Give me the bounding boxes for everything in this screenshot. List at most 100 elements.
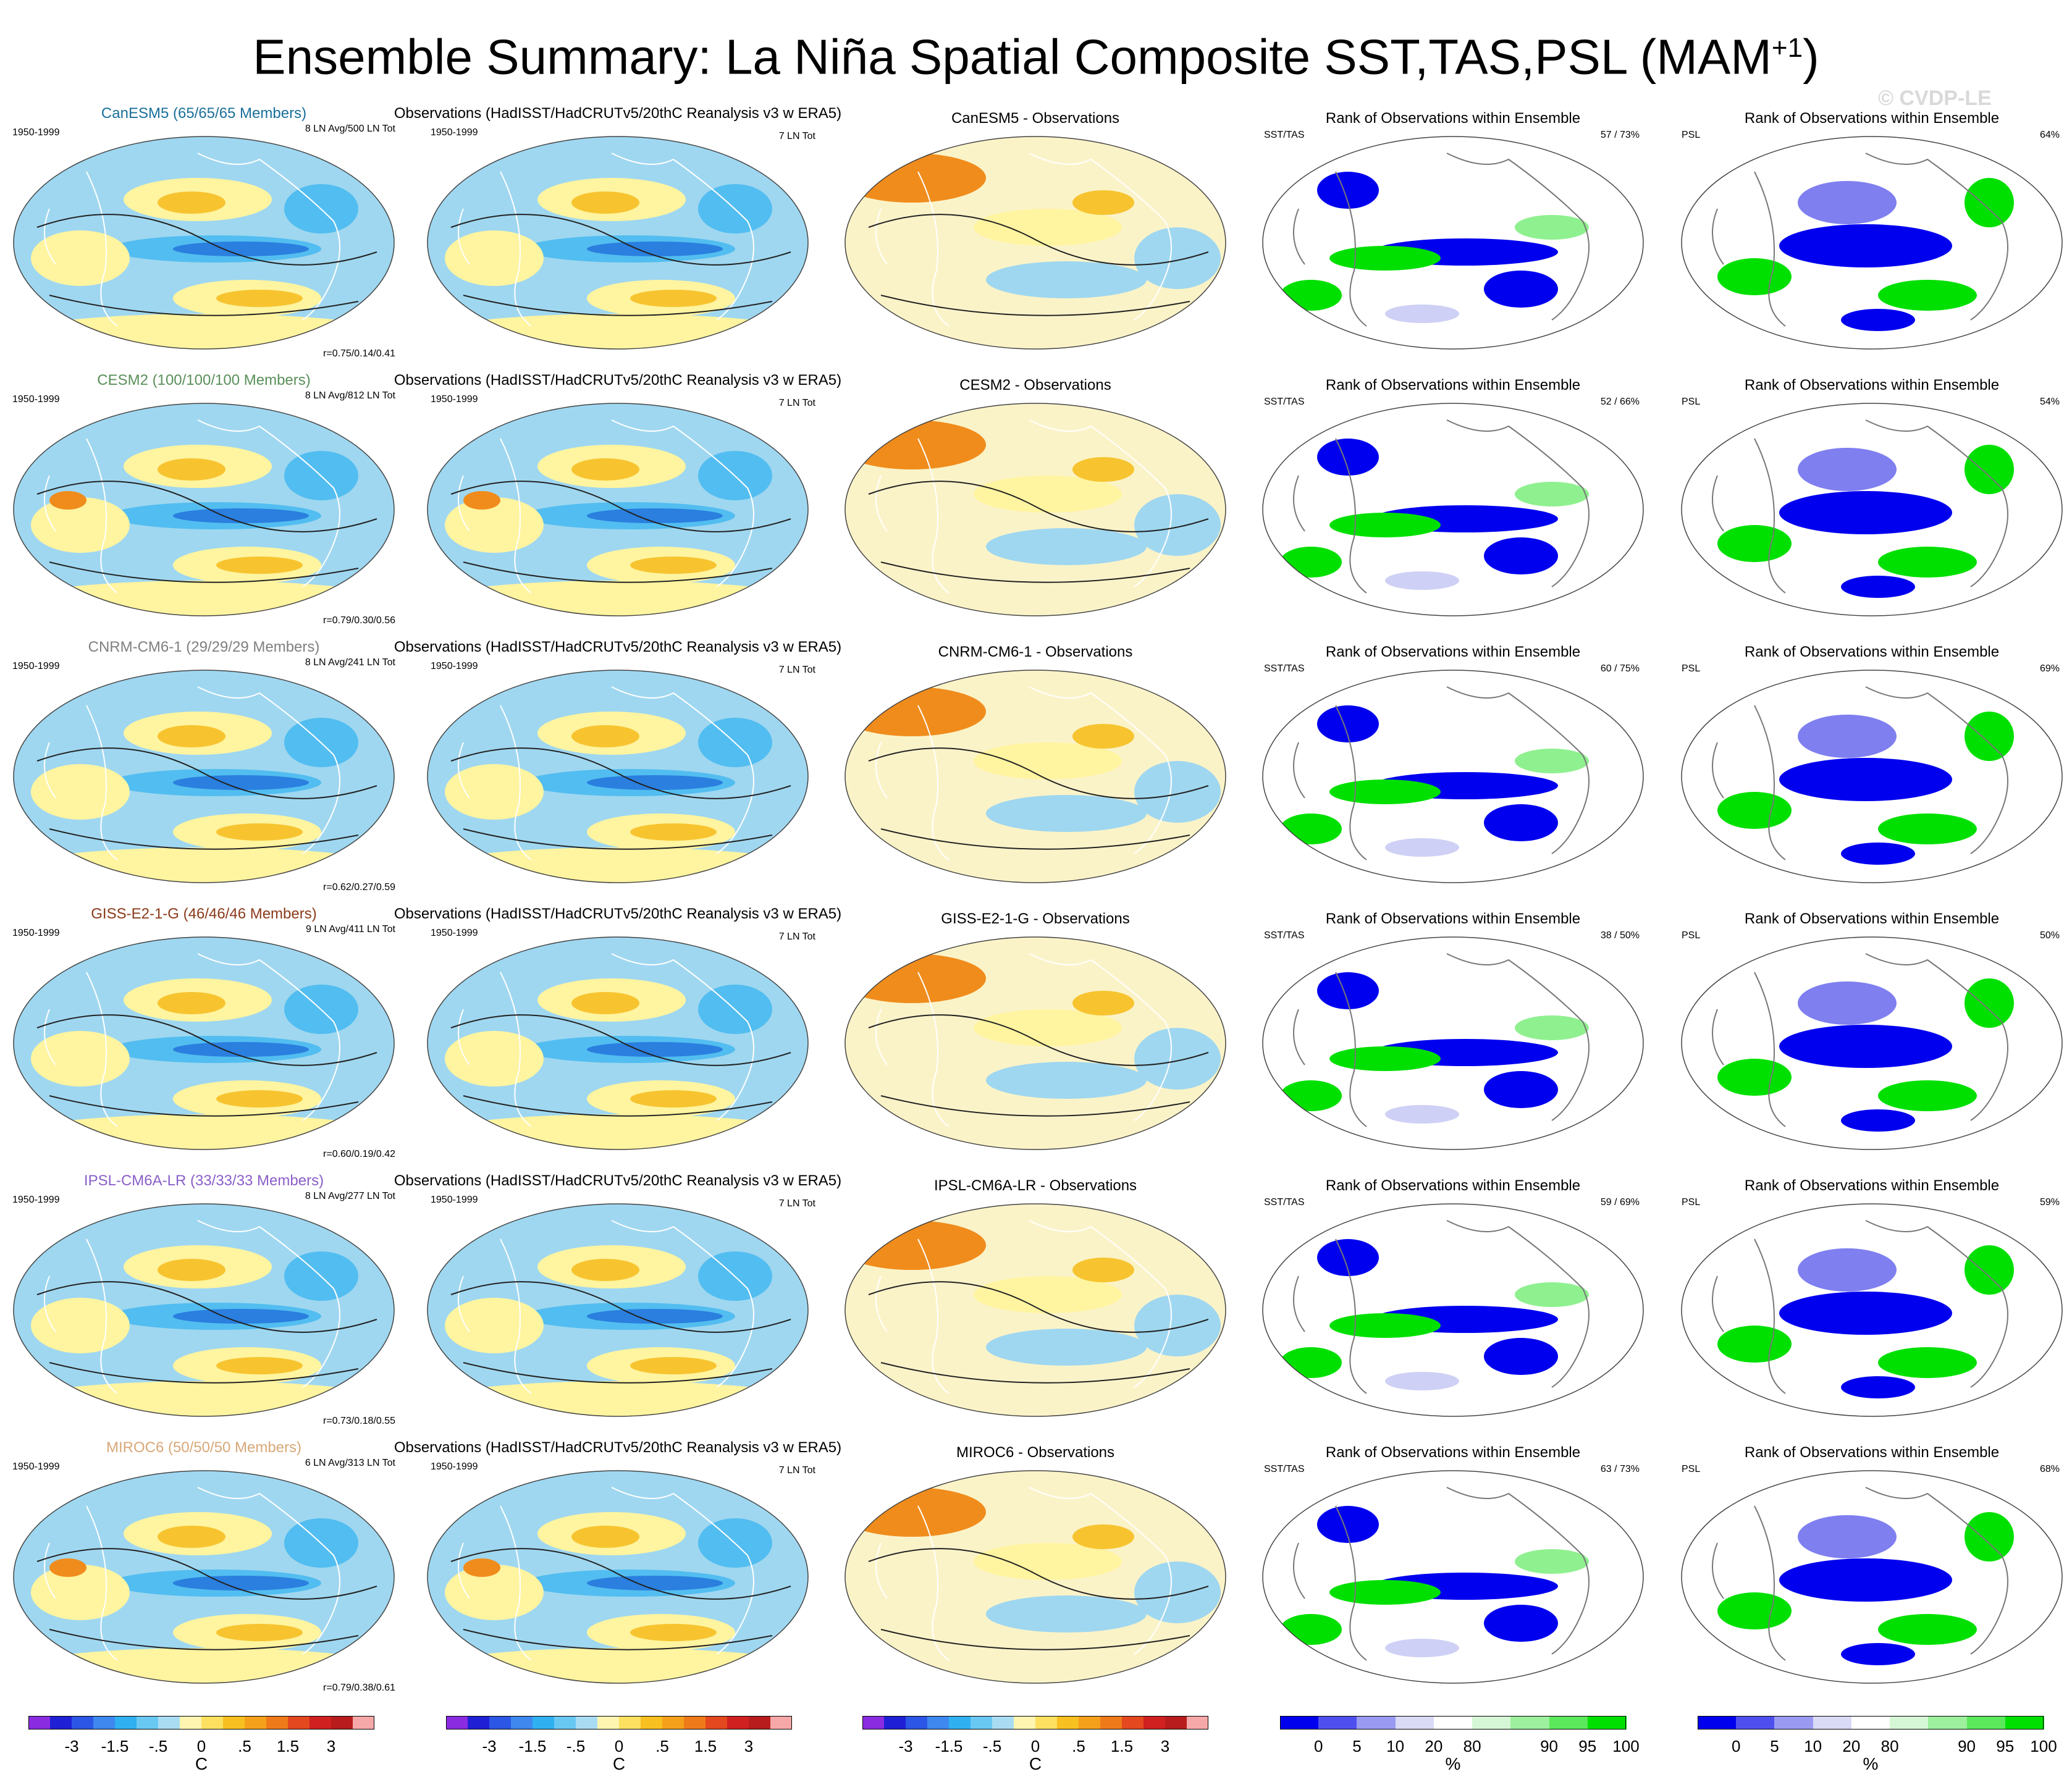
obs-counts: 7 LN Tot	[778, 398, 815, 408]
rank-colorbar-1-tick-label: 0	[1313, 1737, 1323, 1755]
map-frame	[1681, 936, 2063, 1150]
low-rank-pacific	[1779, 491, 1952, 534]
pattern-correlation: r=0.60/0.19/0.42	[323, 1149, 395, 1159]
atlantic-cool-bias	[1134, 1028, 1221, 1090]
temp-colorbar-1-swatch	[158, 1716, 180, 1729]
rank-psl-map-row1	[1681, 136, 2063, 350]
coastline	[875, 953, 1172, 1127]
southern-warm-band	[14, 314, 394, 349]
temp-colorbar-3-swatch	[884, 1716, 906, 1729]
map-frame	[13, 136, 395, 350]
temp-colorbar-2-swatch	[749, 1716, 770, 1729]
temp-colorbar-1-frame	[28, 1716, 374, 1729]
temp-colorbar-1-tick-label: -3	[64, 1737, 79, 1755]
model-map-row6	[13, 1470, 395, 1684]
temp-colorbar-3-swatch	[949, 1716, 971, 1729]
temp-colorbar-1-tick-label: -.5	[148, 1737, 168, 1755]
indian-ocean-warm	[445, 230, 544, 286]
rank-psl-map-row2	[1681, 403, 2063, 616]
obs-map-row2	[427, 403, 809, 616]
south-pacific-core	[630, 290, 717, 307]
rank-sst-map-row1	[1262, 136, 1644, 350]
pacific-warm-bias	[974, 1276, 1122, 1313]
model-period: 1950-1999	[12, 661, 60, 671]
pattern-correlation: r=0.79/0.30/0.56	[323, 615, 395, 626]
temp-colorbar-1-swatch	[353, 1716, 374, 1729]
rank-colorbar-1-tick-label: 80	[1463, 1737, 1481, 1755]
low-rank-south	[1484, 1605, 1558, 1642]
high-rank-atlantic	[1515, 215, 1589, 240]
south-pacific-core	[630, 1624, 717, 1641]
temp-colorbar-1-swatch	[223, 1716, 245, 1729]
temp-colorbar-3-swatch	[1035, 1716, 1057, 1729]
psl-contour	[450, 1548, 791, 1650]
map-frame	[1262, 936, 1644, 1150]
obs-period: 1950-1999	[431, 127, 478, 138]
rank-psl-label: PSL	[1682, 1464, 1701, 1474]
map-frame	[13, 1203, 395, 1417]
pacific-warm-bias	[974, 209, 1122, 246]
rank-sst-value: 59 / 69%	[1600, 1197, 1640, 1208]
atlantic-cool-bias	[1134, 761, 1221, 823]
low-rank-antarctic	[1841, 1109, 1915, 1132]
south-pacific-core	[216, 1357, 303, 1374]
model-map-row2	[13, 403, 395, 616]
coastline	[875, 1487, 1172, 1661]
rank-sst-title: Rank of Observations within Ensemble	[1325, 1444, 1581, 1461]
south-pacific-core	[630, 557, 717, 574]
land-hotspot	[463, 1558, 500, 1577]
coastline	[875, 686, 1172, 860]
temp-colorbar-1-tick-label: .5	[238, 1737, 251, 1755]
rank-psl-label: PSL	[1682, 930, 1701, 941]
model-field	[14, 1471, 394, 1683]
model-panel-title: CNRM-CM6-1 (29/29/29 Members)	[88, 639, 320, 655]
rank-colorbar-1-swatch	[1472, 1716, 1512, 1729]
map-frame	[427, 1470, 809, 1684]
obs-field	[427, 1471, 808, 1683]
rank-colorbar-1-swatch	[1433, 1716, 1473, 1729]
high-rank-indian	[1717, 1326, 1792, 1363]
rank-psl-map-row4	[1681, 936, 2063, 1150]
high-rank-indian	[1717, 792, 1792, 829]
north-pacific-bias	[1072, 724, 1134, 749]
model-map-row4	[13, 936, 395, 1150]
model-period: 1950-1999	[12, 1461, 60, 1472]
model-field	[14, 670, 394, 883]
temp-colorbar-2-tick-label: -3	[482, 1737, 497, 1755]
temp-colorbar-3-swatch	[1014, 1716, 1035, 1729]
eurasia-warm-bias	[845, 1487, 986, 1537]
coastline	[1712, 153, 2008, 327]
diff-field	[845, 937, 1226, 1149]
low-rank-north	[1317, 172, 1379, 209]
rank-sst-field	[1263, 937, 1643, 1149]
map-frame	[1262, 1203, 1644, 1417]
high-rank-atlantic	[1515, 1549, 1589, 1574]
coastline	[1712, 419, 2008, 594]
temp-colorbar-2-unit: C	[612, 1754, 626, 1773]
low-rank-north	[1317, 705, 1379, 742]
rank-psl-title: Rank of Observations within Ensemble	[1744, 910, 2000, 927]
indian-ocean-warm	[445, 1031, 544, 1086]
pattern-correlation: r=0.62/0.27/0.59	[323, 882, 395, 893]
low-rank-south	[1484, 537, 1558, 574]
rank-sst-map-row4	[1262, 936, 1644, 1150]
rank-sst-title: Rank of Observations within Ensemble	[1325, 1177, 1581, 1194]
temp-colorbar-3-frame	[862, 1716, 1208, 1729]
rank-colorbar-2-tick-label: 20	[1842, 1737, 1861, 1755]
map-frame	[1262, 403, 1644, 616]
north-pacific-core	[571, 458, 639, 481]
rank-psl-map-row6	[1681, 1470, 2063, 1684]
north-pacific-core	[571, 725, 639, 747]
rank-colorbar-1-swatch	[1510, 1716, 1550, 1729]
model-panel-title: CanESM5 (65/65/65 Members)	[101, 105, 307, 122]
rank-sst-field	[1263, 1471, 1643, 1683]
rank-colorbar-2-swatch	[1813, 1716, 1852, 1729]
coastline	[875, 419, 1172, 594]
north-pacific-core	[571, 1526, 639, 1548]
temp-colorbar-2-swatch	[662, 1716, 684, 1729]
rank-sst-label: SST/TAS	[1264, 663, 1305, 674]
high-rank-southwest	[1280, 1080, 1342, 1111]
map-frame	[844, 670, 1226, 883]
high-rank-atlantic	[1965, 445, 2014, 494]
pattern-correlation: r=0.79/0.38/0.61	[323, 1683, 395, 1693]
